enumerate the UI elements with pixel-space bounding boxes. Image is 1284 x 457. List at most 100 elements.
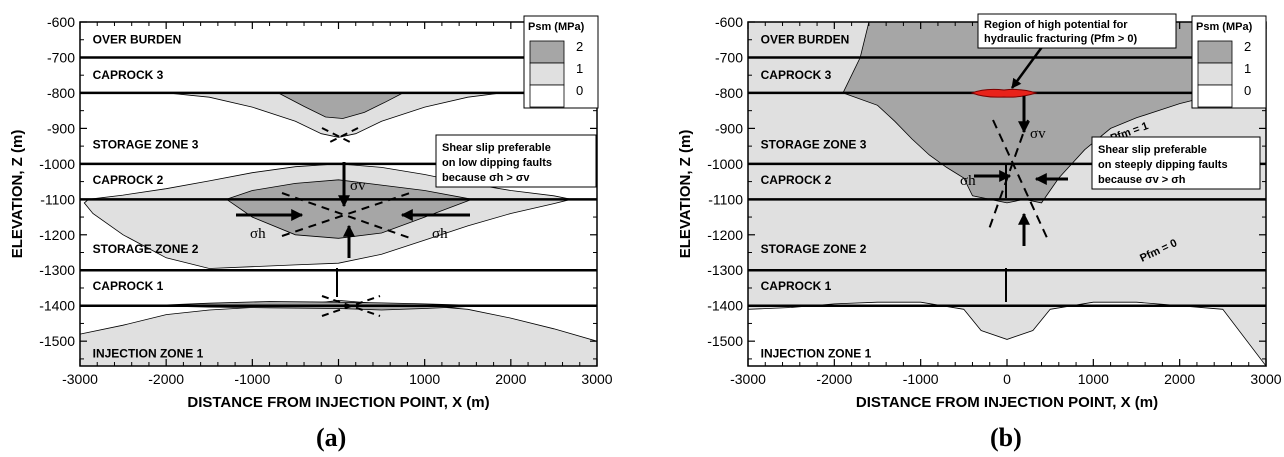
x-tick-label: 1000 (409, 371, 440, 387)
legend-swatch (1197, 84, 1233, 108)
zone-label: STORAGE ZONE 2 (761, 242, 867, 256)
annotation-box: Shear slip preferable on steeply dipping… (1091, 136, 1261, 190)
zone-label: CAPROCK 3 (93, 68, 164, 82)
panel-caption: (b) (990, 423, 1022, 452)
y-tick-label: -1200 (707, 227, 743, 243)
y-tick-label: -700 (47, 49, 75, 65)
legend: Psm (MPa) 2 1 0 (523, 15, 599, 109)
annotation-line: Shear slip preferable (442, 142, 551, 154)
stress-label: σh (960, 173, 976, 189)
y-tick-label: -1200 (39, 227, 75, 243)
zone-label: STORAGE ZONE 2 (93, 242, 199, 256)
zone-label: STORAGE ZONE 3 (761, 137, 867, 151)
y-tick-label: -1500 (707, 333, 743, 349)
x-tick-label: 3000 (581, 371, 612, 387)
y-tick-label: -900 (47, 120, 75, 136)
x-tick-label: -2000 (148, 371, 184, 387)
panel-a: σv σh σh OVER BURDEN CAPROCK 3 STORAGE ZON… (9, 14, 613, 452)
legend-title: Psm (MPa) (528, 21, 585, 33)
legend-title: Psm (MPa) (1196, 21, 1253, 33)
zone-label: CAPROCK 1 (761, 279, 832, 293)
legend-label: 1 (1244, 61, 1251, 76)
annotation-line: because σh > σv (442, 172, 530, 184)
stress-label: σh (250, 226, 266, 242)
annotation-line: on steeply dipping faults (1098, 159, 1228, 171)
y-tick-label: -1500 (39, 333, 75, 349)
x-tick-label: 0 (335, 371, 343, 387)
legend-label: 0 (1244, 83, 1251, 98)
x-tick-label: 2000 (1164, 371, 1195, 387)
fracture-region (970, 88, 1038, 98)
panel-b: σv σh Pfm = 1 Pfm = 0 OVER BURDENCAPROCK… (677, 13, 1282, 452)
y-tick-label: -1300 (707, 262, 743, 278)
y-tick-label: -1400 (39, 298, 75, 314)
legend-swatch (529, 62, 565, 86)
y-tick-label: -700 (715, 49, 743, 65)
zone-label: INJECTION ZONE 1 (93, 347, 204, 361)
legend-label: 1 (576, 61, 583, 76)
legend-label: 2 (576, 39, 583, 54)
x-tick-label: 3000 (1250, 371, 1281, 387)
fault-line (321, 127, 353, 144)
pointer-arrow (1010, 46, 1044, 89)
legend-label: 0 (576, 83, 583, 98)
x-axis-label: DISTANCE FROM INJECTION POINT, X (m) (187, 394, 489, 411)
y-tick-label: -800 (47, 85, 75, 101)
zone-label: INJECTION ZONE 1 (761, 347, 872, 361)
y-axis-label: ELEVATION, Z (m) (677, 130, 694, 259)
legend-swatch (529, 40, 565, 64)
zone-label: STORAGE ZONE 3 (93, 137, 199, 151)
x-tick-label: -3000 (730, 371, 766, 387)
x-tick-label: -2000 (816, 371, 852, 387)
fault-line (992, 119, 1049, 241)
contour-region (278, 92, 404, 119)
fault-line (321, 295, 381, 317)
y-tick-label: -1100 (708, 191, 743, 207)
zone-labels: OVER BURDEN CAPROCK 3 STORAGE ZONE 3 CAPROC… (93, 33, 204, 361)
stress-label: σh (432, 226, 448, 242)
legend-swatch (529, 84, 565, 108)
legend: Psm (MPa) 2 1 0 (1191, 15, 1267, 109)
zone-label: CAPROCK 3 (761, 68, 832, 82)
zone-label: OVER BURDEN (93, 33, 182, 47)
y-tick-label: -1000 (39, 156, 75, 172)
zone-label: CAPROCK 2 (761, 173, 832, 187)
x-axis-label: DISTANCE FROM INJECTION POINT, X (m) (856, 394, 1158, 411)
y-tick-label: -1300 (39, 262, 75, 278)
y-tick-label: -600 (47, 14, 75, 30)
annotation-line: Region of high potential for (984, 19, 1128, 31)
fault-line (281, 192, 411, 239)
x-tick-label: -1000 (234, 371, 270, 387)
y-tick-label: -1000 (707, 156, 743, 172)
zone-label: CAPROCK 2 (93, 173, 164, 187)
stress-label: σv (1030, 126, 1046, 142)
x-tick-label: 1000 (1078, 371, 1109, 387)
x-tick-label: -1000 (903, 371, 939, 387)
y-tick-label: -1100 (40, 191, 75, 207)
stress-overlay: σv σh σh (236, 127, 470, 317)
y-tick-label: -900 (715, 120, 743, 136)
fault-line (987, 119, 1029, 233)
y-tick-label: -1400 (707, 298, 743, 314)
x-tick-label: 0 (1003, 371, 1011, 387)
fault-line (327, 127, 359, 144)
legend-swatch (1197, 40, 1233, 64)
annotation-line: on low dipping faults (442, 157, 552, 169)
fracture-annotation-box: Region of high potential for hydraulic f… (977, 13, 1177, 49)
y-tick-label: -800 (715, 85, 743, 101)
contour-fills (79, 92, 598, 367)
axes: -600 -700 -800 -900 -1000 -1100 -1200 -1300 -140… (677, 14, 1282, 411)
annotation-line: Shear slip preferable (1098, 144, 1207, 156)
y-tick-label: -600 (715, 14, 743, 30)
y-axis-label: ELEVATION, Z (m) (9, 130, 26, 259)
annotation-line: because σv > σh (1098, 174, 1186, 186)
legend-swatch (1197, 62, 1233, 86)
x-tick-label: 2000 (495, 371, 526, 387)
fault-line (281, 192, 411, 237)
annotation-line: hydraulic fracturing (Pfm > 0) (984, 33, 1137, 45)
zone-label: CAPROCK 1 (93, 279, 164, 293)
axes: -600 -700 -800 -900 -1000 -1100 -1200 -1300 -140… (9, 14, 613, 411)
x-tick-label: -3000 (62, 371, 98, 387)
zone-label: OVER BURDEN (761, 33, 850, 47)
